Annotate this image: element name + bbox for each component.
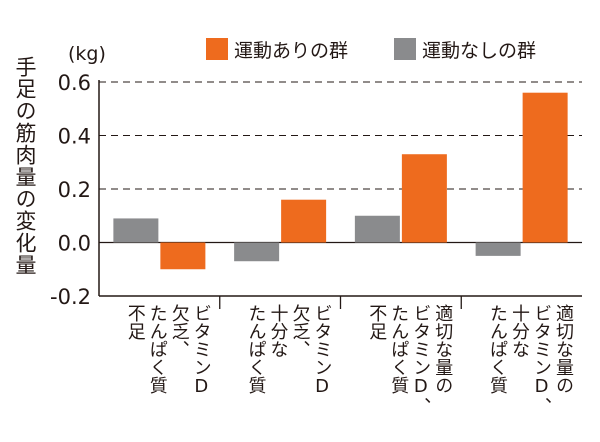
bar-exercise bbox=[522, 92, 568, 243]
legend-label: 運動ありの群 bbox=[234, 40, 348, 62]
x-tick-label: ビタミンD 欠乏、 十分な たんぱく質 bbox=[245, 304, 333, 434]
x-tick-label-line: 欠乏、 bbox=[289, 304, 311, 358]
x-tick-label: ビタミンD 欠乏、 たんぱく質 不足 bbox=[124, 304, 212, 434]
y-tick-label: 0.4 bbox=[58, 125, 91, 149]
legend-label: 運動なしの群 bbox=[422, 40, 536, 62]
bar-no-exercise bbox=[234, 242, 280, 262]
bar-no-exercise bbox=[354, 215, 400, 243]
x-tick-label-line: ビタミンD、 bbox=[410, 304, 432, 415]
y-tick-label: 0.6 bbox=[58, 71, 91, 95]
x-tick-label-line: ビタミンD bbox=[311, 304, 333, 397]
x-tick-label-line: たんぱく質 bbox=[487, 304, 508, 394]
x-tick-label-line: 適切な量の bbox=[553, 304, 574, 394]
x-tick-label-line: ビタミンD bbox=[190, 304, 212, 397]
y-tick-label: -0.2 bbox=[50, 285, 91, 309]
x-tick-label-line: 十分な bbox=[267, 304, 289, 358]
x-tick-label-line: 不足 bbox=[124, 304, 146, 340]
bar-exercise bbox=[281, 199, 327, 243]
bar-exercise bbox=[401, 154, 447, 243]
x-tick-label-line: たんぱく質 bbox=[146, 304, 168, 394]
legend-swatch bbox=[394, 38, 416, 60]
x-tick-label: 適切な量の ビタミンD、 十分な たんぱく質 bbox=[486, 304, 574, 434]
y-axis-label: 手足の筋肉量の変化量 bbox=[13, 56, 37, 276]
bar-no-exercise bbox=[113, 218, 159, 243]
y-unit-label: (kg) bbox=[68, 43, 106, 65]
x-tick-label: 適切な量の ビタミンD、 たんぱく質 不足 bbox=[365, 304, 453, 434]
x-tick-label-line: 欠乏、 bbox=[168, 304, 190, 358]
x-tick-label-line: 十分な bbox=[509, 304, 530, 358]
x-tick-label-line: 適切な量の bbox=[432, 304, 454, 394]
x-tick-label-line: ビタミンD、 bbox=[531, 304, 552, 415]
y-tick-label: 0.0 bbox=[58, 232, 91, 256]
bar-exercise bbox=[160, 242, 206, 270]
x-tick-label-line: たんぱく質 bbox=[388, 304, 410, 394]
x-tick-label-line: たんぱく質 bbox=[245, 304, 267, 394]
legend-swatch bbox=[206, 38, 228, 60]
x-tick-label-line: 不足 bbox=[366, 304, 388, 340]
y-tick-label: 0.2 bbox=[58, 178, 91, 202]
bar-no-exercise bbox=[475, 242, 521, 256]
